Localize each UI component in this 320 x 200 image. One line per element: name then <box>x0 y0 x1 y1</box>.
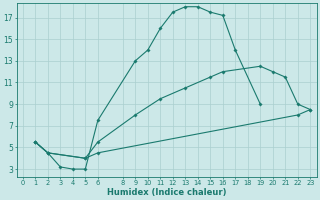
X-axis label: Humidex (Indice chaleur): Humidex (Indice chaleur) <box>107 188 226 197</box>
